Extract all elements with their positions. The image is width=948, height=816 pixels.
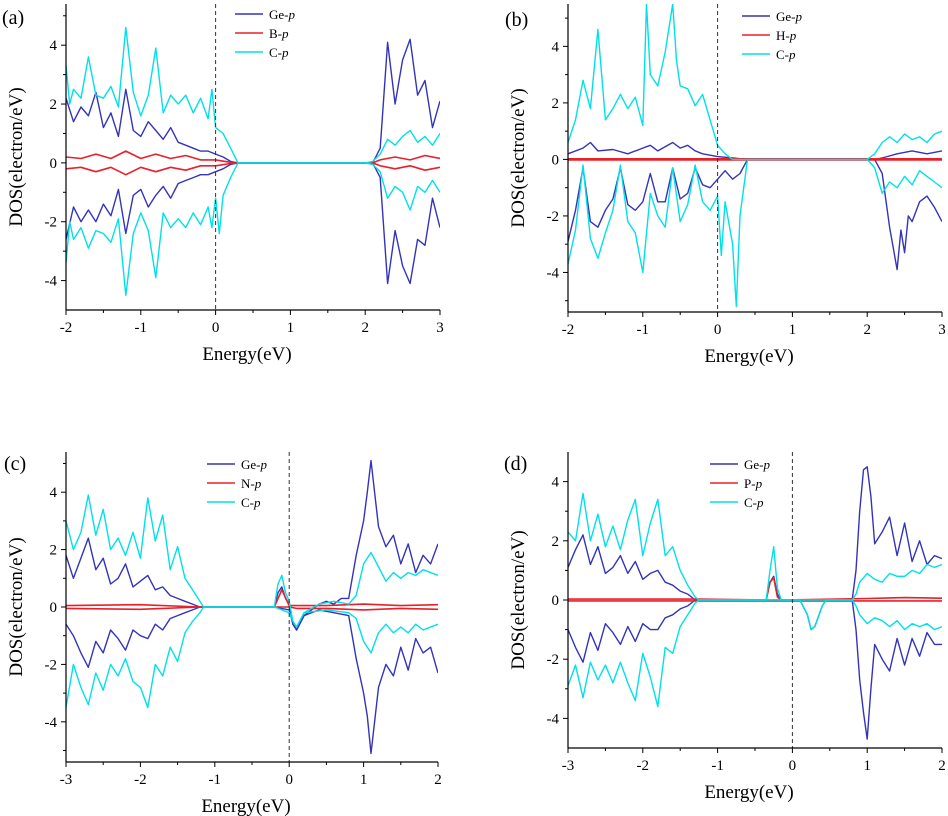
x-tick-label-d-2: -1 (711, 758, 724, 774)
panel-label-b: (b) (505, 9, 528, 31)
series-cp-down-a (66, 162, 440, 296)
x-tick-label-d-3: 0 (789, 758, 797, 774)
series-cp-up-a (66, 26, 440, 164)
y-tick-label-c-1: -2 (45, 657, 58, 673)
y-tick-label-b-2: 0 (552, 152, 560, 168)
series-gep-down-a (66, 162, 440, 285)
panel-d: -3 -2 -1 0 1 2 -4 -2 0 2 4 Energy(eV) DOS(electron/e… (504, 452, 946, 803)
x-tick-label-b-2: 0 (714, 322, 722, 338)
y-tick-label-b-0: -4 (547, 265, 560, 281)
x-axis-label-d: Energy(eV) (704, 782, 793, 803)
y-tick-label-b-3: 2 (552, 96, 560, 112)
x-tick-label-d-5: 2 (938, 758, 946, 774)
legend-label-d-0: Ge-p (744, 457, 771, 472)
legend-label-b-2: C-p (776, 47, 796, 62)
y-tick-label-c-0: -4 (45, 715, 58, 731)
panel-label-c: (c) (4, 453, 26, 475)
x-tick-label-a-1: -1 (135, 320, 148, 336)
x-tick-label-d-4: 1 (863, 758, 871, 774)
x-tick-label-d-0: -3 (562, 758, 575, 774)
series-gep-down-d (568, 599, 942, 740)
series-cp-down-d (568, 599, 942, 708)
plot-area-b (568, 4, 942, 307)
legend-label-a-0: Ge-p (269, 7, 296, 22)
panel-b: -2 -1 0 1 2 3 -4 -2 0 2 4 Energy(eV) DOS(electron/eV… (505, 4, 946, 367)
series-bp-up-a (66, 150, 440, 164)
legend-label-b-1: H-p (776, 28, 797, 43)
series-cp-up-c (66, 494, 438, 628)
panel-label-a: (a) (2, 7, 24, 29)
x-axis-label-b: Energy(eV) (704, 346, 793, 367)
series-np-down-c (66, 606, 438, 611)
panel-label-d: (d) (504, 453, 527, 475)
x-tick-label-a-3: 1 (287, 320, 295, 336)
y-tick-label-a-1: -2 (45, 215, 58, 231)
legend-label-c-0: Ge-p (241, 457, 268, 472)
x-tick-label-c-1: -2 (134, 772, 147, 788)
series-bp-down-a (66, 162, 440, 176)
x-tick-label-b-0: -2 (562, 322, 575, 338)
legend-label-d-1: P-p (744, 476, 763, 491)
y-tick-label-c-3: 2 (50, 543, 58, 559)
legend-label-c-1: N-p (241, 476, 262, 491)
y-tick-label-c-2: 0 (50, 600, 58, 616)
panel-a: -2 -1 0 1 2 3 -4 -2 0 2 4 Energy(eV) DOS(electron/eV… (2, 4, 444, 365)
x-tick-label-c-5: 2 (434, 772, 442, 788)
legend-label-a-1: B-p (269, 26, 289, 41)
y-tick-label-d-2: 0 (552, 593, 560, 609)
y-tick-label-a-2: 0 (50, 156, 58, 172)
x-tick-label-c-3: 0 (285, 772, 293, 788)
y-tick-label-b-4: 4 (552, 39, 560, 55)
x-tick-label-c-4: 1 (360, 772, 368, 788)
legend-label-a-2: C-p (269, 45, 289, 60)
x-tick-label-c-2: -1 (209, 772, 222, 788)
x-tick-label-a-5: 3 (436, 320, 444, 336)
series-gep-up-b (568, 141, 942, 161)
y-axis-label-c: DOS(electron/eV) (6, 537, 27, 676)
y-tick-label-a-3: 2 (50, 97, 58, 113)
x-tick-label-a-0: -2 (60, 320, 73, 336)
series-cp-up-b (568, 4, 942, 161)
legend-label-b-0: Ge-p (776, 9, 803, 24)
x-tick-label-b-5: 3 (938, 322, 946, 338)
y-tick-label-c-4: 4 (50, 485, 58, 501)
legend-b: Ge-p H-p C-p (742, 9, 803, 62)
y-axis-label-b: DOS(electron/eV) (508, 88, 529, 227)
legend-d: Ge-p P-p C-p (710, 457, 771, 510)
x-axis-label-c: Energy(eV) (201, 796, 290, 816)
y-tick-label-d-1: -2 (547, 652, 560, 668)
plot-area-d (568, 466, 942, 740)
series-np-up-c (66, 588, 438, 608)
plot-area-c (66, 459, 438, 755)
x-tick-label-a-2: 0 (212, 320, 220, 336)
legend-c: Ge-p N-p C-p (207, 457, 268, 510)
series-gep-down-b (568, 158, 942, 271)
y-tick-label-a-0: -4 (45, 274, 58, 290)
legend-label-c-2: C-p (241, 495, 261, 510)
x-axis-label-a: Energy(eV) (202, 344, 291, 365)
series-pp-up-d (568, 576, 942, 601)
plot-area-a (66, 26, 440, 296)
y-tick-label-a-4: 4 (50, 38, 58, 54)
legend-label-d-2: C-p (744, 495, 764, 510)
series-gep-down-c (66, 606, 438, 755)
series-cp-down-c (66, 606, 438, 709)
x-tick-label-b-1: -1 (637, 322, 650, 338)
y-axis-label-a: DOS(electron/eV) (6, 87, 27, 226)
series-gep-up-a (66, 38, 440, 164)
y-tick-label-b-1: -2 (547, 209, 560, 225)
legend-a: Ge-p B-p C-p (235, 7, 296, 60)
x-tick-label-c-0: -3 (60, 772, 73, 788)
y-axis-label-d: DOS(electron/eV) (508, 530, 529, 669)
y-tick-label-d-0: -4 (547, 711, 560, 727)
x-tick-label-b-3: 1 (789, 322, 797, 338)
x-tick-label-d-1: -2 (637, 758, 650, 774)
x-tick-label-b-4: 2 (863, 322, 871, 338)
y-tick-label-d-3: 2 (552, 534, 560, 550)
x-tick-label-a-4: 2 (361, 320, 369, 336)
series-cp-down-b (568, 158, 942, 307)
y-tick-label-d-4: 4 (552, 475, 560, 491)
panel-c: -3 -2 -1 0 1 2 -4 -2 0 2 4 Energy(eV) DOS(electron/e… (4, 452, 442, 816)
